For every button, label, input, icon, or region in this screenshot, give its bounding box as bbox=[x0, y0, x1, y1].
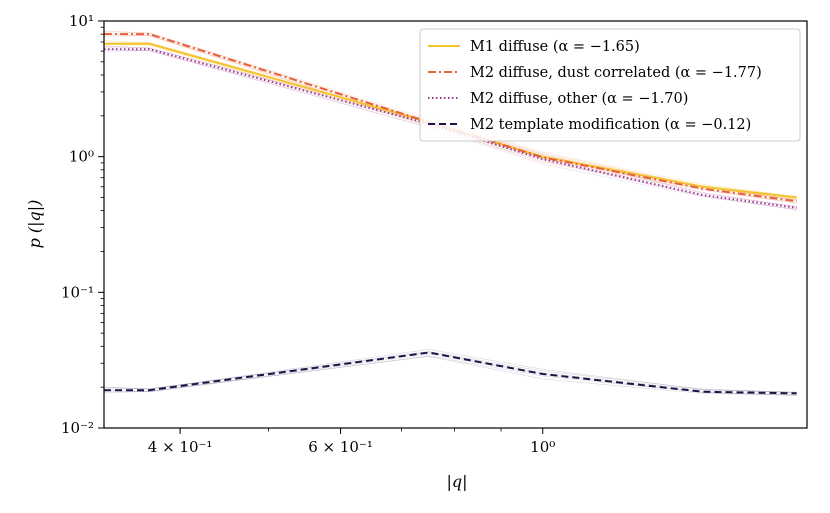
legend-label: M2 template modification (α = −0.12) bbox=[470, 117, 751, 133]
series-3-sample bbox=[104, 356, 797, 396]
x-tick-label: 10⁰ bbox=[530, 438, 555, 456]
series-3-sample bbox=[104, 349, 797, 393]
x-axis: 4 × 10⁻¹ 6 × 10⁻¹ 10⁰ bbox=[148, 428, 555, 456]
series-2-sample bbox=[104, 49, 797, 210]
y-tick-label: 10⁰ bbox=[69, 148, 94, 166]
plot-frame bbox=[103, 20, 808, 429]
legend: M1 diffuse (α = −1.65) M2 diffuse, dust c… bbox=[419, 28, 801, 142]
series-line-1 bbox=[104, 33, 797, 203]
y-tick-label: 10⁻¹ bbox=[61, 283, 94, 301]
legend-box bbox=[419, 28, 801, 142]
legend-label: M2 diffuse, other (α = −1.70) bbox=[470, 91, 688, 107]
y-tick-label: 10⁻² bbox=[61, 419, 94, 437]
legend-label: M2 diffuse, dust correlated (α = −1.77) bbox=[470, 65, 762, 81]
series-1-sample bbox=[104, 34, 797, 203]
y-axis-label: p (|q|) bbox=[25, 200, 44, 249]
y-axis: 10⁻² 10⁻¹ 10⁰ 10¹ bbox=[61, 12, 104, 437]
series-3-sample bbox=[104, 351, 797, 393]
series-3-sample bbox=[104, 351, 797, 393]
x-tick-label: 4 × 10⁻¹ bbox=[148, 438, 213, 456]
x-tick-label: 6 × 10⁻¹ bbox=[308, 438, 373, 456]
series-line-3 bbox=[104, 351, 797, 395]
series-2-sample bbox=[104, 49, 797, 210]
x-axis-label: |q| bbox=[446, 472, 467, 491]
y-tick-label: 10¹ bbox=[69, 12, 94, 30]
series-2-sample bbox=[104, 49, 797, 211]
legend-label: M1 diffuse (α = −1.65) bbox=[470, 39, 640, 55]
